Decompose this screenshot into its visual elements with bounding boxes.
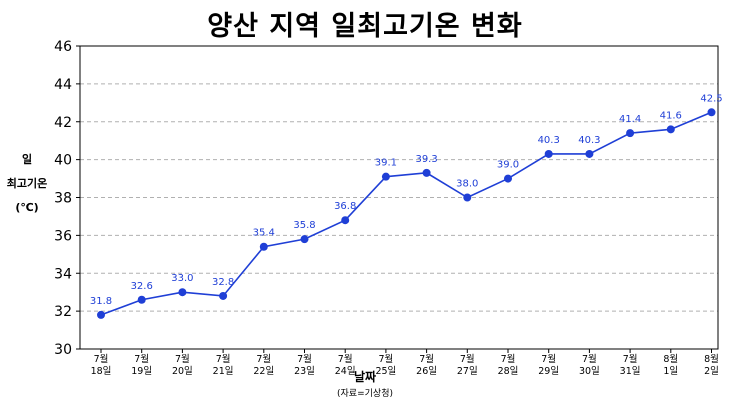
data-label: 41.4 [619, 114, 641, 125]
x-tick-label-day: 20일 [172, 366, 193, 377]
data-point [707, 108, 716, 117]
x-tick-label-day: 2일 [704, 366, 719, 377]
x-tick-label-month: 7월 [379, 353, 394, 365]
data-label: 39.1 [375, 158, 397, 169]
data-point [544, 149, 553, 158]
data-label: 35.8 [293, 220, 315, 231]
x-axis-label: 날짜 [353, 370, 377, 384]
data-point [422, 168, 431, 177]
data-point [300, 235, 309, 244]
data-point [97, 310, 105, 319]
x-tick-label-day: 22일 [253, 366, 274, 377]
y-tick-label: 32 [54, 304, 72, 320]
x-tick-label-month: 7월 [501, 353, 516, 365]
x-tick-label-month: 7월 [175, 353, 190, 365]
data-label: 32.8 [212, 277, 234, 288]
x-tick-label-month: 7월 [338, 353, 353, 365]
x-tick-label-day: 19일 [131, 366, 152, 377]
y-tick-label: 30 [54, 342, 72, 358]
y-tick-label: 44 [54, 77, 72, 93]
data-label: 39.0 [497, 160, 519, 171]
x-tick-label-day: 29일 [538, 366, 559, 377]
data-point [504, 174, 512, 183]
x-tick-label-month: 7월 [419, 353, 434, 365]
data-label: 38.0 [456, 179, 478, 190]
y-tick-label: 46 [54, 39, 72, 55]
x-tick-label-day: 25일 [375, 366, 396, 377]
y-axis-label: 일 최고기온 (℃) [0, 148, 54, 220]
data-point [666, 125, 675, 134]
data-point [341, 216, 350, 225]
data-point [463, 193, 472, 202]
data-point [219, 291, 228, 300]
data-point [137, 295, 146, 304]
data-label: 31.8 [90, 296, 112, 307]
x-tick-label-day: 27일 [457, 366, 478, 377]
y-axis-label-line-3: (℃) [15, 201, 39, 214]
x-tick-label-month: 7월 [541, 353, 556, 365]
data-point [381, 172, 390, 181]
series-line [100, 111, 712, 316]
data-label: 39.3 [415, 154, 437, 165]
x-tick-label-month: 8월 [663, 353, 678, 365]
x-tick-label-month: 8월 [704, 353, 719, 365]
data-label: 41.6 [660, 110, 682, 121]
y-tick-label: 40 [54, 153, 72, 169]
x-tick-label-day: 30일 [579, 366, 600, 377]
y-tick-label: 42 [54, 115, 72, 131]
x-tick-label-month: 7월 [94, 353, 109, 365]
x-tick-label-day: 1일 [663, 366, 678, 377]
data-label: 42.5 [700, 93, 722, 104]
data-label: 40.3 [578, 135, 600, 146]
data-point [585, 149, 594, 158]
data-label: 32.6 [131, 281, 153, 292]
x-tick-label-day: 18일 [91, 366, 112, 377]
x-tick-label-day: 28일 [498, 366, 519, 377]
y-tick-label: 34 [54, 266, 72, 282]
chart-title: 양산 지역 일최고기온 변화 [207, 11, 523, 42]
data-point [178, 288, 187, 297]
x-tick-label-day: 23일 [294, 366, 315, 377]
y-axis-label-line-2: 최고기온 [6, 177, 48, 190]
x-tick-label-month: 7월 [582, 353, 597, 365]
x-tick-label-day: 21일 [213, 366, 234, 377]
data-label: 33.0 [171, 273, 193, 284]
x-tick-label-month: 7월 [216, 353, 231, 365]
y-tick-label: 38 [54, 191, 72, 207]
data-point [626, 129, 635, 138]
x-tick-label-month: 7월 [460, 353, 475, 365]
y-tick-label: 36 [54, 228, 72, 244]
x-tick-label-day: 26일 [416, 366, 437, 377]
data-point [259, 242, 268, 251]
x-tick-label-month: 7월 [256, 353, 271, 365]
x-tick-label-month: 7월 [297, 353, 312, 365]
x-tick-label-day: 24일 [335, 366, 356, 377]
x-tick-label-day: 31일 [620, 366, 641, 377]
x-tick-label-month: 7월 [134, 353, 149, 365]
y-axis-label-line-1: 일 [21, 153, 33, 166]
data-label: 40.3 [538, 135, 560, 146]
x-tick-label-month: 7월 [623, 353, 638, 365]
source-note: (자료=기상청) [337, 389, 393, 399]
data-label: 36.8 [334, 201, 356, 212]
data-label: 35.4 [253, 228, 275, 239]
